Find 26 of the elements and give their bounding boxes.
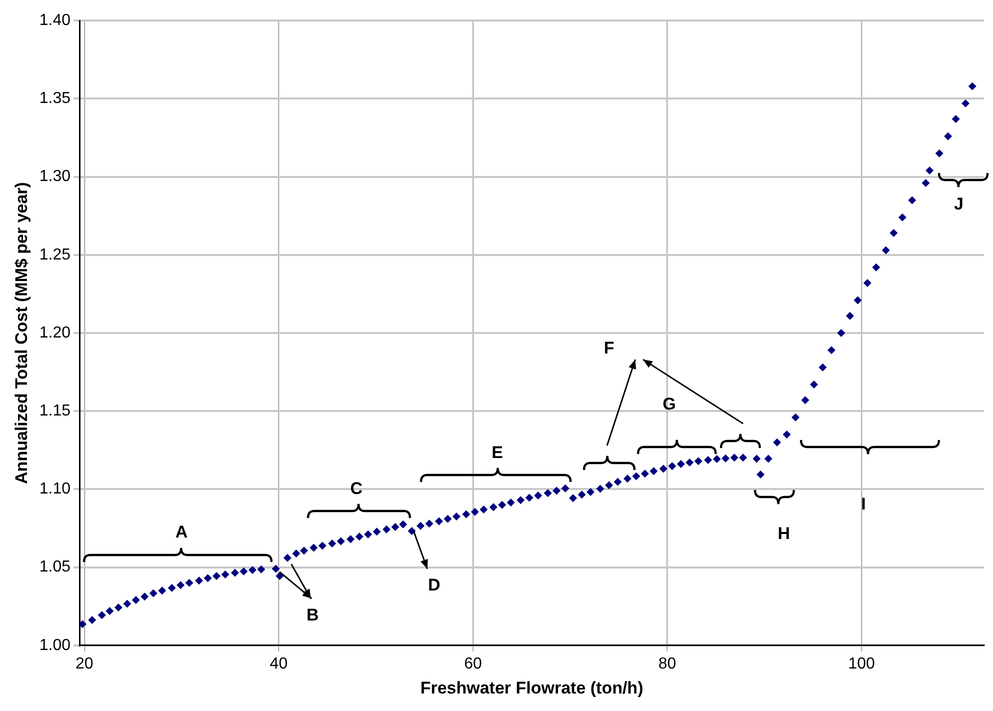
y-tick-label: 1.15 [39,402,71,420]
x-tick-label: 40 [270,655,288,672]
annotation: C [350,478,363,498]
x-tick-label: 80 [658,655,676,672]
annotation: J [954,194,964,214]
annotation: G [662,394,676,414]
y-axis-title: Annualized Total Cost (MM$ per year) [12,182,31,484]
y-tick-label: 1.30 [39,168,71,186]
annotation: D [428,576,440,595]
x-tick-label: 100 [848,655,876,672]
y-tick-label: 1.20 [39,324,71,342]
annotation: E [492,442,503,462]
y-tick-label: 1.35 [39,90,71,108]
y-tick-label: 1.25 [39,246,71,264]
annotation: B [306,605,319,624]
y-tick-label: 1.00 [39,636,71,654]
x-axis-title: Freshwater Flowrate (ton/h) [420,678,644,698]
annotation: I [861,494,866,514]
x-tick-label: 20 [76,655,94,672]
y-tick-label: 1.05 [39,558,71,576]
annotation: A [175,522,188,542]
annotation: H [778,524,790,544]
x-tick-label: 60 [464,655,482,672]
y-tick-label: 1.40 [39,12,71,30]
y-tick-label: 1.10 [39,480,71,498]
annotation: F [604,338,614,358]
